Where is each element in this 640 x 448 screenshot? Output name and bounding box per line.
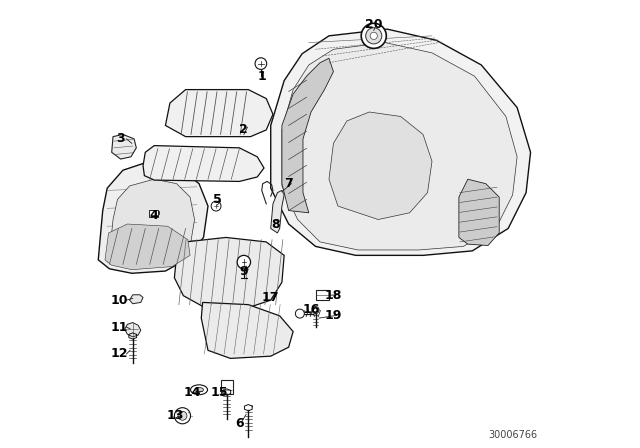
- Ellipse shape: [191, 385, 207, 395]
- Polygon shape: [165, 90, 273, 137]
- Text: 6: 6: [235, 417, 244, 430]
- Text: 19: 19: [324, 309, 342, 323]
- Circle shape: [174, 408, 191, 424]
- Ellipse shape: [195, 388, 204, 392]
- Circle shape: [312, 306, 319, 314]
- Text: 17: 17: [262, 291, 280, 305]
- Text: 30006766: 30006766: [488, 430, 538, 440]
- Polygon shape: [271, 29, 531, 255]
- Polygon shape: [459, 179, 499, 246]
- Circle shape: [365, 28, 382, 44]
- Circle shape: [178, 411, 187, 420]
- Text: 18: 18: [324, 289, 342, 302]
- Text: 4: 4: [150, 208, 159, 222]
- Polygon shape: [105, 224, 190, 270]
- Text: 3: 3: [116, 132, 125, 146]
- Polygon shape: [125, 323, 141, 337]
- Polygon shape: [143, 146, 264, 181]
- Polygon shape: [282, 58, 333, 213]
- Text: 16: 16: [302, 302, 320, 316]
- Circle shape: [370, 32, 378, 39]
- Polygon shape: [109, 179, 195, 265]
- Text: 7: 7: [284, 177, 293, 190]
- Circle shape: [361, 23, 387, 48]
- Bar: [221, 380, 233, 394]
- Polygon shape: [112, 134, 136, 159]
- Polygon shape: [174, 237, 284, 309]
- Text: 1: 1: [257, 69, 266, 83]
- Text: 2: 2: [239, 123, 248, 137]
- Polygon shape: [282, 43, 517, 250]
- Text: 13: 13: [167, 409, 184, 422]
- Circle shape: [296, 309, 305, 318]
- Text: 10: 10: [111, 293, 128, 307]
- Text: 20: 20: [365, 18, 383, 31]
- Text: 8: 8: [271, 217, 280, 231]
- Polygon shape: [329, 112, 432, 220]
- Text: 9: 9: [239, 264, 248, 278]
- Bar: [149, 210, 158, 217]
- Text: 11: 11: [111, 320, 128, 334]
- Polygon shape: [202, 302, 293, 358]
- Polygon shape: [271, 190, 284, 233]
- Circle shape: [255, 58, 267, 69]
- Text: 15: 15: [211, 385, 228, 399]
- Circle shape: [211, 201, 221, 211]
- Text: 5: 5: [212, 193, 221, 206]
- Polygon shape: [130, 295, 143, 304]
- Bar: [316, 290, 329, 300]
- Text: 14: 14: [184, 385, 201, 399]
- Circle shape: [237, 255, 251, 269]
- Text: 12: 12: [111, 347, 128, 361]
- Polygon shape: [99, 161, 208, 273]
